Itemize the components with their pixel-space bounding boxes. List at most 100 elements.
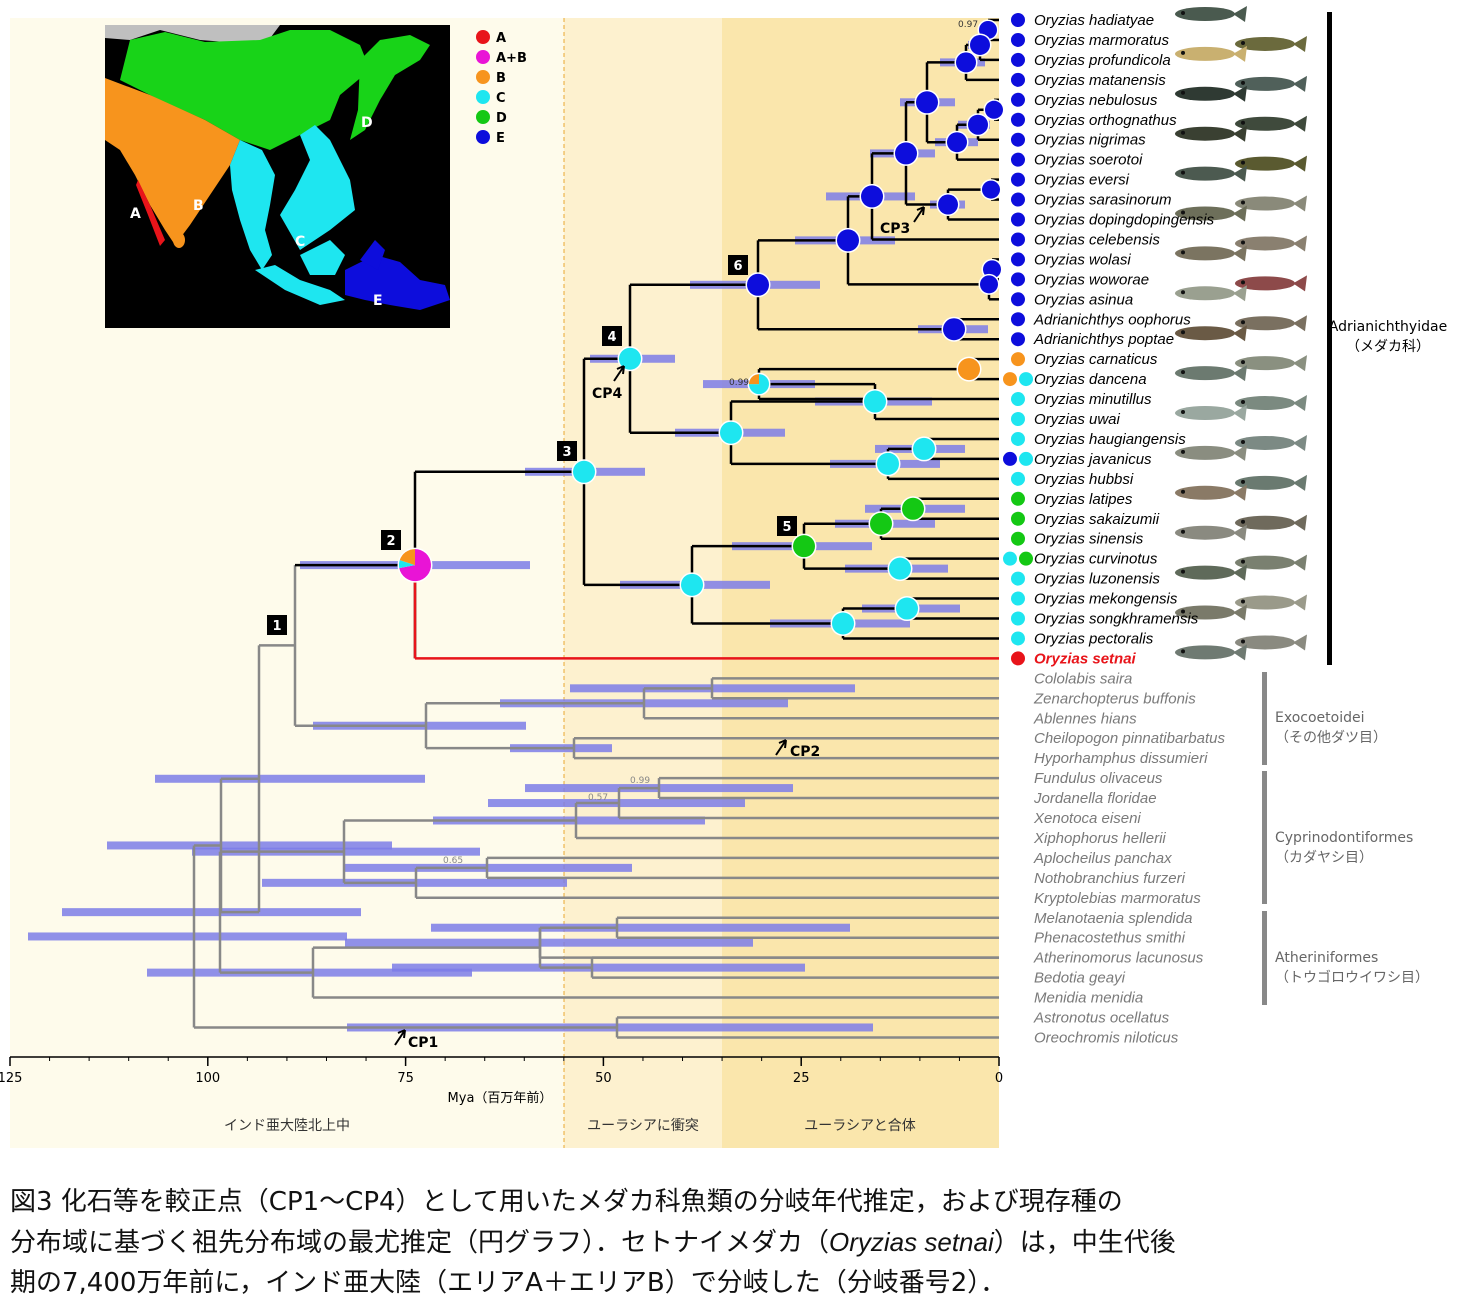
species-label: Oryzias hubbsi <box>1034 471 1134 488</box>
species-label: Oryzias eversi <box>1034 172 1130 189</box>
fish-image <box>1175 644 1247 661</box>
tip-area-dot <box>1011 172 1025 187</box>
species-label: Aplocheilus panchax <box>1033 850 1172 867</box>
ancestral-area-pie <box>718 420 744 446</box>
period-label-merged: ユーラシアと合体 <box>804 1118 915 1134</box>
ancestral-area-pie <box>936 193 960 217</box>
group-name-atheriniformes: Atheriniformes <box>1275 950 1378 966</box>
group-name-adrianichthyidae: Adrianichthyidae <box>1329 319 1447 335</box>
ancestral-area-pie <box>617 346 643 372</box>
species-label: Astronotus ocellatus <box>1033 1010 1170 1027</box>
fish-image <box>1175 165 1247 182</box>
fish-image <box>1235 115 1307 132</box>
tip-area-dot <box>1011 571 1025 586</box>
caption-line-2: 分布域に基づく祖先分布域の最尤推定（円グラフ）．セトナイメダカ（Oryzias … <box>10 1222 1460 1263</box>
species-label: Nothobranchius furzeri <box>1034 870 1186 887</box>
map-label-b: B <box>193 198 204 214</box>
species-label: Xiphophorus hellerii <box>1033 830 1166 847</box>
tip-area-dot <box>1019 551 1033 566</box>
fish-image <box>1235 35 1307 52</box>
species-label: Oryzias sinensis <box>1034 531 1144 548</box>
fish-image <box>1175 45 1247 62</box>
ancestral-area-pie <box>941 316 967 342</box>
tip-area-dot <box>1011 531 1025 546</box>
fish-image <box>1235 195 1307 212</box>
age-interval-bar <box>155 774 425 783</box>
ancestral-area-pie <box>747 372 771 396</box>
tip-area-dot <box>1011 272 1025 287</box>
svg-text:4: 4 <box>607 330 616 345</box>
group-name-exocoetoidei: Exocoetoidei <box>1275 710 1364 726</box>
tip-area-dot <box>1011 292 1025 307</box>
time-axis: 125 100 75 50 25 0 Mya（百万年前） インド亜大陸北上中 ユーラシアに… <box>0 1056 1003 1134</box>
species-label: Menidia menidia <box>1034 990 1143 1007</box>
group-jp-cyprinodontiformes: （カダヤシ目） <box>1275 850 1373 866</box>
tip-area-dot <box>1011 431 1025 446</box>
age-interval-bar <box>431 923 850 932</box>
tip-area-dot <box>1011 511 1025 526</box>
species-label: Hyporhamphus dissumieri <box>1034 750 1208 767</box>
cp3-label: CP3 <box>880 221 910 237</box>
legend-label: B <box>496 71 506 86</box>
species-label: Oryzias setnai <box>1034 650 1137 667</box>
age-interval-bar <box>62 908 361 917</box>
ancestral-area-pie <box>978 273 1000 295</box>
species-label: Oryzias haugiangensis <box>1034 431 1186 448</box>
ancestral-area-pie <box>894 596 920 622</box>
node-number-box: 6 <box>728 255 748 275</box>
fish-image <box>1235 315 1307 332</box>
fish-image <box>1235 155 1307 172</box>
tip-area-dot <box>1003 451 1017 466</box>
legend-swatch <box>476 90 490 104</box>
age-interval-bar <box>345 938 753 947</box>
fish-photos <box>1175 6 1307 661</box>
support-value: 0.99 <box>729 378 749 388</box>
period-label-northward: インド亜大陸北上中 <box>224 1118 350 1134</box>
species-label: Jordanella floridae <box>1033 790 1157 807</box>
ancestral-area-pie <box>868 511 894 537</box>
caption-line-2a: 分布域に基づく祖先分布域の最尤推定（円グラフ）．セトナイメダカ（ <box>10 1228 830 1258</box>
species-label: Oryzias songkhramensis <box>1034 611 1199 628</box>
svg-text:1: 1 <box>272 619 281 634</box>
svg-text:2: 2 <box>386 534 395 549</box>
map-label-a: A <box>130 206 141 222</box>
group-brackets: Adrianichthyidae （メダカ科） Exocoetoidei （その… <box>1262 12 1447 1005</box>
group-jp-adrianichthyidae: （メダカ科） <box>1346 339 1430 355</box>
species-label: Kryptolebias marmoratus <box>1034 890 1201 907</box>
tip-area-dot <box>1003 551 1017 566</box>
species-label: Adrianichthys poptae <box>1033 331 1174 348</box>
species-label: Ablennes hians <box>1033 710 1137 727</box>
legend-label: E <box>496 131 505 146</box>
ancestral-area-pie <box>679 572 705 598</box>
tip-area-dot <box>1011 252 1025 267</box>
ancestral-area-pie <box>859 183 885 209</box>
fish-image <box>1235 275 1307 292</box>
species-label: Oryzias uwai <box>1034 411 1121 428</box>
species-label: Oryzias profundicola <box>1034 52 1171 69</box>
support-value: 0.65 <box>443 856 463 866</box>
axis-tick-label: 50 <box>595 1071 612 1086</box>
ancestral-area-pie <box>791 533 817 559</box>
axis-tick-label: 0 <box>995 1071 1003 1086</box>
tip-area-dot <box>1011 332 1025 347</box>
tip-area-dot <box>1011 471 1025 486</box>
species-label: Oryzias dancena <box>1034 371 1147 388</box>
cp4-label: CP4 <box>592 386 623 402</box>
ancestral-area-pie <box>835 227 861 253</box>
fish-image <box>1235 395 1307 412</box>
fish-image <box>1175 125 1247 142</box>
map-label-c: C <box>295 234 305 250</box>
fish-image <box>1175 285 1247 302</box>
fish-image <box>1175 205 1247 222</box>
ancestral-area-pie <box>954 50 978 74</box>
ancestral-area-pie <box>875 451 901 477</box>
tip-area-dots <box>1003 13 1033 666</box>
support-value: 0.57 <box>588 793 608 803</box>
tip-area-dot <box>1019 451 1033 466</box>
tip-area-dot <box>1011 352 1025 367</box>
group-jp-atheriniformes: （トウゴロウイワシ目） <box>1275 969 1429 986</box>
map-label-d: D <box>361 115 373 131</box>
ancestral-area-pie <box>968 33 992 57</box>
caption-line-2c: ）は，中生代後 <box>993 1228 1176 1258</box>
